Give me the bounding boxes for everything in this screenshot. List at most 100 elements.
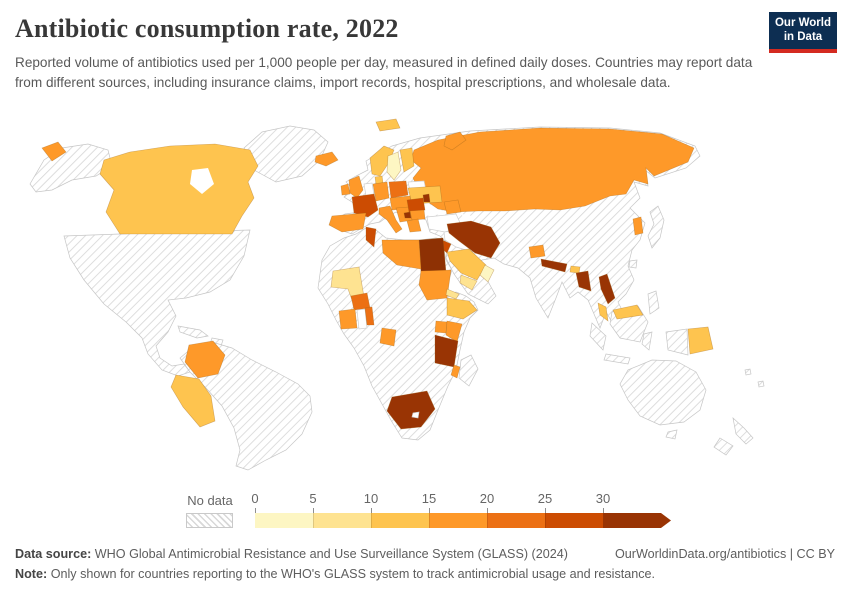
country-norway-svalbard[interactable] xyxy=(375,118,401,132)
country-new-zealand-nodata[interactable] xyxy=(732,417,754,445)
legend-tick-25 xyxy=(545,508,546,513)
legend-bin-20-25[interactable] xyxy=(487,513,545,528)
legend-tick-label: 5 xyxy=(309,491,317,506)
world-map-svg xyxy=(29,118,765,471)
country-russia-chukotka[interactable] xyxy=(41,141,67,162)
legend-tick-20 xyxy=(487,508,488,513)
owid-logo-line1: Our World xyxy=(774,17,831,30)
legend-bin-0-5[interactable] xyxy=(255,513,313,528)
world-map xyxy=(0,113,850,490)
country-tanzania[interactable] xyxy=(434,334,459,368)
hudson-bay xyxy=(190,168,214,194)
page-title: Antibiotic consumption rate, 2022 xyxy=(15,14,399,43)
country-north-macedonia[interactable] xyxy=(403,211,412,219)
no-data-swatch[interactable] xyxy=(186,513,233,528)
legend-tick-label: 20 xyxy=(479,491,495,506)
country-uganda[interactable] xyxy=(434,320,448,334)
region-usa-mexico-nodata[interactable] xyxy=(63,229,251,377)
country-sudan[interactable] xyxy=(418,269,452,301)
country-madagascar-nodata[interactable] xyxy=(458,354,479,387)
country-bhutan[interactable] xyxy=(569,265,581,274)
country-alaska-nodata[interactable] xyxy=(29,143,113,193)
country-ghana-notshown[interactable] xyxy=(356,308,368,330)
legend-arrow-shape[interactable] xyxy=(603,513,671,528)
country-indonesia-java-nodata[interactable] xyxy=(603,353,631,365)
legend-tick-label: 15 xyxy=(421,491,437,506)
legend-bin-10-15[interactable] xyxy=(371,513,429,528)
country-tunisia[interactable] xyxy=(365,226,377,248)
country-indonesia-sumatra-nodata[interactable] xyxy=(589,322,607,351)
legend-tick-label: 0 xyxy=(251,491,259,506)
chart-footer: Data source: WHO Global Antimicrobial Re… xyxy=(15,545,835,584)
country-iran[interactable] xyxy=(446,220,501,259)
note-text: Only shown for countries reporting to th… xyxy=(50,566,656,581)
country-france[interactable] xyxy=(351,193,379,218)
country-finland[interactable] xyxy=(399,147,415,173)
owid-logo[interactable]: Our World in Data xyxy=(769,12,837,53)
country-canada[interactable] xyxy=(99,143,259,235)
legend-bin-25-30[interactable] xyxy=(545,513,603,528)
country-japan-nodata[interactable] xyxy=(647,205,665,249)
islands-fiji-nodata[interactable] xyxy=(744,368,765,388)
country-papua-new-guinea[interactable] xyxy=(687,326,714,355)
legend-tick-label: 30 xyxy=(595,491,611,506)
country-greece[interactable] xyxy=(406,218,422,233)
no-data-label: No data xyxy=(187,493,233,508)
country-south-korea[interactable] xyxy=(632,216,644,236)
country-poland[interactable] xyxy=(388,180,409,199)
country-peru[interactable] xyxy=(170,374,216,428)
data-source-label: Data source: xyxy=(15,547,92,561)
country-iceland[interactable] xyxy=(314,151,339,167)
country-oman[interactable] xyxy=(479,264,495,283)
legend-bin-30-plus-arrow[interactable] xyxy=(603,513,672,528)
country-colombia[interactable] xyxy=(184,340,226,379)
country-taiwan-nodata[interactable] xyxy=(628,259,638,269)
country-tajikistan[interactable] xyxy=(528,244,546,259)
country-spain-portugal[interactable] xyxy=(328,212,367,233)
country-bulgaria[interactable] xyxy=(409,209,426,221)
country-saudi-arabia[interactable] xyxy=(446,248,487,281)
country-ireland[interactable] xyxy=(340,183,351,196)
legend-tick-label: 10 xyxy=(363,491,379,506)
country-indonesia-sulawesi-nodata[interactable] xyxy=(641,331,653,351)
country-sweden[interactable] xyxy=(386,151,402,181)
legend-bin-15-20[interactable] xyxy=(429,513,487,528)
country-gabon[interactable] xyxy=(379,327,397,347)
country-cote-divoire[interactable] xyxy=(338,308,358,330)
country-philippines-nodata[interactable] xyxy=(647,290,660,315)
country-bangladesh[interactable] xyxy=(575,270,592,292)
country-tasmania-nodata[interactable] xyxy=(665,429,678,440)
country-moldova[interactable] xyxy=(422,193,431,203)
country-yemen[interactable] xyxy=(459,274,478,291)
country-caucasus[interactable] xyxy=(443,199,462,215)
country-south-africa[interactable] xyxy=(386,390,436,430)
country-romania[interactable] xyxy=(406,197,426,213)
legend-bin-5-10[interactable] xyxy=(313,513,371,528)
country-united-kingdom[interactable] xyxy=(348,175,364,199)
legend-tick-0 xyxy=(255,508,256,513)
country-malaysia-peninsula[interactable] xyxy=(597,302,609,322)
country-eritrea[interactable] xyxy=(445,288,460,300)
country-ethiopia[interactable] xyxy=(446,297,478,320)
owid-logo-line2: in Data xyxy=(783,30,823,43)
country-indonesia-west-papua-nodata[interactable] xyxy=(665,328,689,356)
country-nepal[interactable] xyxy=(540,258,568,273)
country-cuba-nodata[interactable] xyxy=(177,325,209,339)
data-source-text: WHO Global Antimicrobial Resistance and … xyxy=(94,547,568,561)
country-egypt[interactable] xyxy=(418,237,447,273)
country-italy[interactable] xyxy=(378,205,403,234)
page-subtitle: Reported volume of antibiotics used per … xyxy=(15,55,753,91)
country-australia-nodata[interactable] xyxy=(619,359,707,426)
data-source-line: Data source: WHO Global Antimicrobial Re… xyxy=(15,545,568,565)
country-laos[interactable] xyxy=(598,273,616,305)
country-russia-novaya-zemlya[interactable] xyxy=(443,131,467,151)
country-greenland-nodata[interactable] xyxy=(243,125,329,183)
country-new-zealand-south-nodata[interactable] xyxy=(713,437,734,456)
country-libya[interactable] xyxy=(381,239,422,270)
country-benin[interactable] xyxy=(364,306,375,326)
country-germany[interactable] xyxy=(372,181,390,202)
country-malaysia-borneo[interactable] xyxy=(612,304,644,320)
owid-url-link[interactable]: OurWorldinData.org/antibiotics | CC BY xyxy=(614,547,835,561)
country-malawi[interactable] xyxy=(450,364,461,379)
